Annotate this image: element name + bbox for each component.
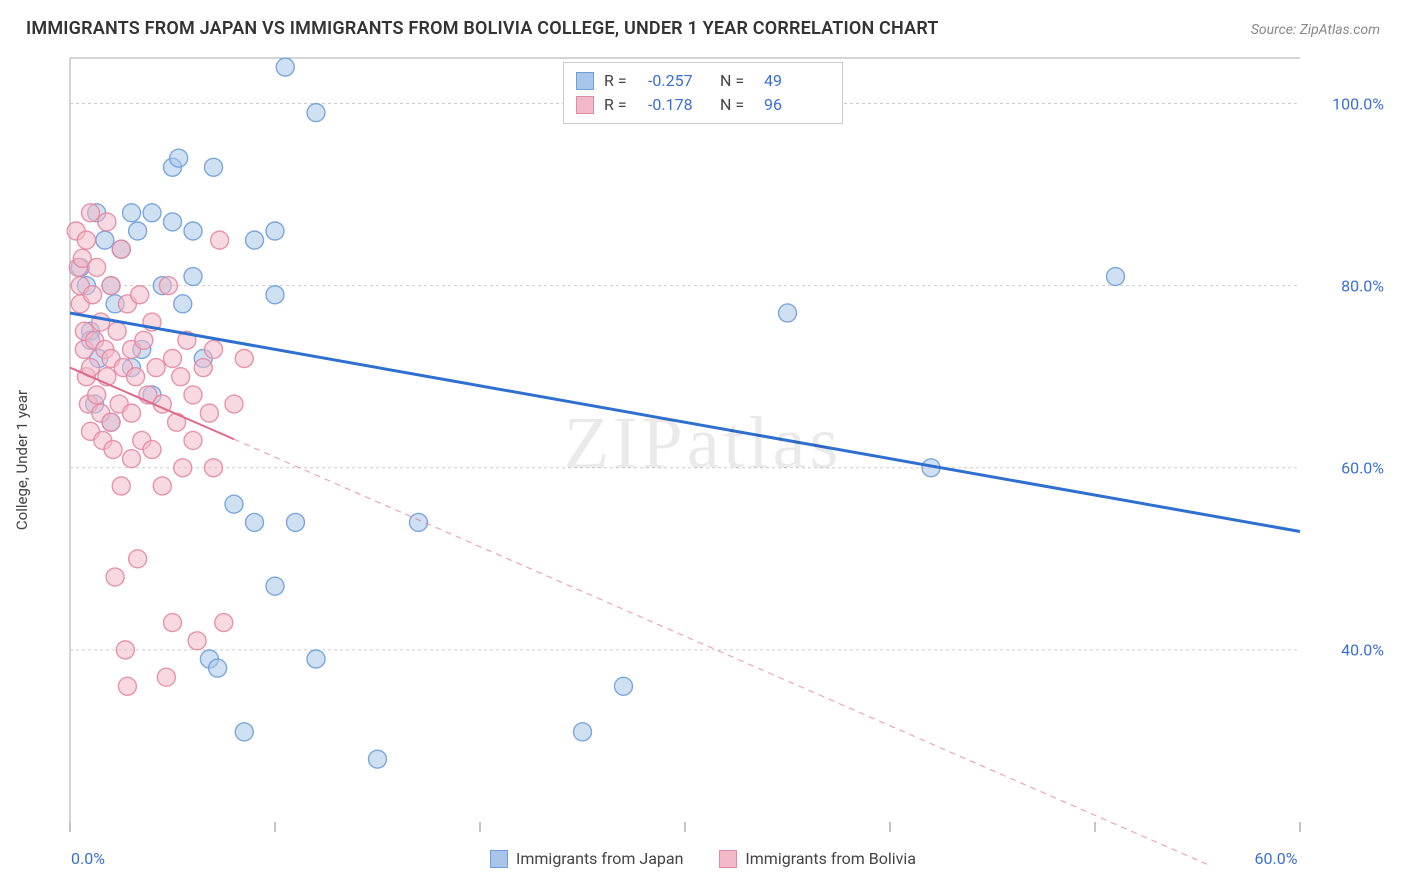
legend-n-label: N = <box>720 93 754 117</box>
y-tick-label: 40.0% <box>1341 640 1384 659</box>
y-axis-label: College, Under 1 year <box>13 390 31 530</box>
chart-area: College, Under 1 year ZIPatlas R =-0.257… <box>26 54 1380 866</box>
source-attribution: Source: ZipAtlas.com <box>1251 22 1380 38</box>
y-tick-label: 100.0% <box>1332 94 1384 113</box>
legend-swatch <box>576 72 594 90</box>
legend-item: Immigrants from Japan <box>490 849 683 868</box>
chart-title: IMMIGRANTS FROM JAPAN VS IMMIGRANTS FROM… <box>26 18 939 39</box>
y-tick-label: 80.0% <box>1341 276 1384 295</box>
legend-r-label: R = <box>604 69 638 93</box>
y-tick-label: 60.0% <box>1341 458 1384 477</box>
x-tick-label: 0.0% <box>71 849 105 868</box>
legend-stats-box: R = -0.257 N = 49 R = -0.178 N = 96 <box>563 62 843 124</box>
legend-r-value: -0.178 <box>648 93 710 117</box>
legend-swatch <box>719 850 737 868</box>
legend-r-value: -0.257 <box>648 69 710 93</box>
legend-n-value: 96 <box>764 93 826 117</box>
legend-stat-row: R = -0.178 N = 96 <box>576 93 826 117</box>
legend-swatch <box>490 850 508 868</box>
legend-n-value: 49 <box>764 69 826 93</box>
scatter-plot <box>26 54 1380 866</box>
legend-swatch <box>576 96 594 114</box>
legend-series: Immigrants from Japan Immigrants from Bol… <box>490 849 916 868</box>
legend-r-label: R = <box>604 93 638 117</box>
header: IMMIGRANTS FROM JAPAN VS IMMIGRANTS FROM… <box>0 0 1406 45</box>
legend-stat-row: R = -0.257 N = 49 <box>576 69 826 93</box>
legend-series-label: Immigrants from Bolivia <box>745 849 916 868</box>
legend-n-label: N = <box>720 69 754 93</box>
x-tick-label: 60.0% <box>1255 849 1298 868</box>
legend-item: Immigrants from Bolivia <box>719 849 916 868</box>
legend-series-label: Immigrants from Japan <box>516 849 683 868</box>
